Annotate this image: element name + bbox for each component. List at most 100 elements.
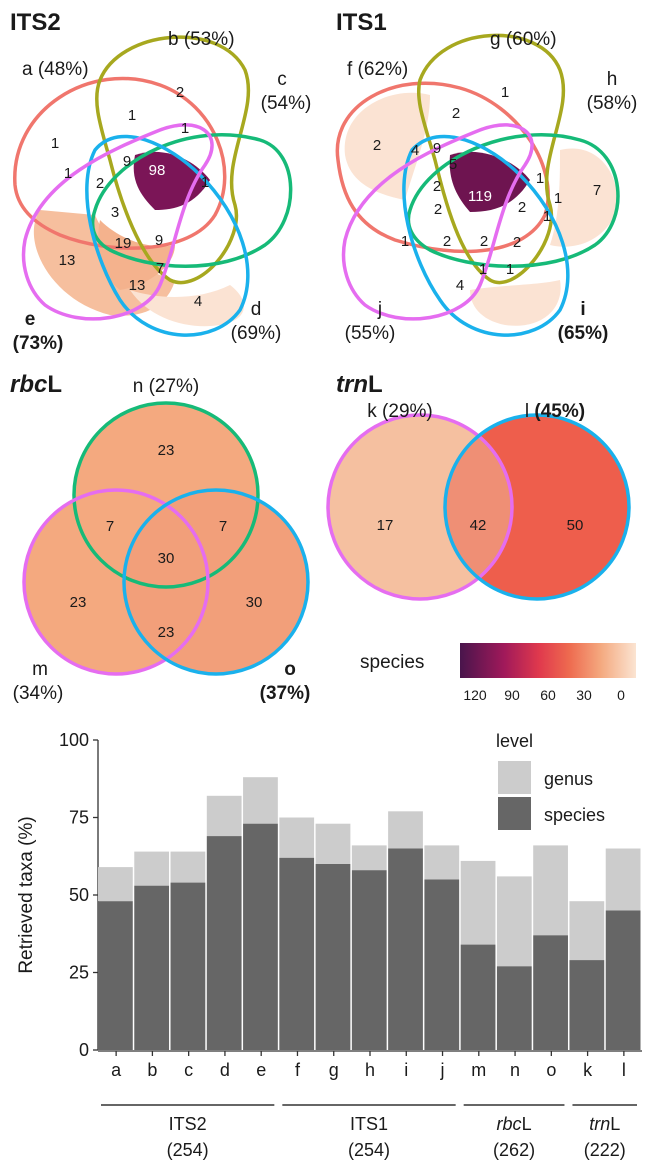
- its2-count: 2: [96, 175, 104, 192]
- species-color-scale: species 120 90 60 30 0: [360, 643, 636, 703]
- x-tick-label-o: o: [546, 1060, 556, 1080]
- its2-count: 13: [129, 277, 146, 294]
- trnl-fill-overlap: [444, 435, 513, 579]
- its1-region-counts: 1 2 2 7 4 9 5 119 1 2 2 2 1 1 2 2 2 1 1 …: [373, 84, 601, 294]
- its2-count: 9: [123, 153, 131, 170]
- trnl-count: 42: [470, 517, 487, 534]
- x-tick-label-h: h: [365, 1060, 375, 1080]
- bar-genus-f: [279, 817, 315, 858]
- rbcl-count: 30: [246, 594, 263, 611]
- x-tick-label-i: i: [404, 1060, 408, 1080]
- rbcl-count: 30: [158, 550, 175, 567]
- color-scale-title: species: [360, 652, 424, 673]
- its2-count: 9: [155, 232, 163, 249]
- its1-count: 2: [513, 234, 521, 251]
- bar-genus-j: [424, 845, 460, 880]
- its2-outline-b: [94, 35, 251, 285]
- color-scale-tick: 120: [463, 687, 487, 703]
- legend-swatch-genus: [498, 761, 531, 794]
- its1-count: 2: [443, 233, 451, 250]
- y-tick-label: 100: [59, 730, 89, 750]
- its1-region-f: [344, 92, 430, 200]
- venn-its2-title: ITS2: [10, 9, 61, 36]
- group-count: (262): [493, 1140, 535, 1160]
- bars: [98, 777, 641, 1050]
- rbcl-outline-o: [122, 488, 310, 676]
- its1-count-core: 119: [468, 188, 492, 205]
- group-labels: ITS2 (254) ITS1 (254) rbcL (262) trnL (222): [101, 1104, 637, 1160]
- its2-region-core: [133, 151, 210, 210]
- legend-swatch-species: [498, 797, 531, 830]
- its2-count-core: 98: [149, 162, 166, 179]
- its1-count: 1: [479, 261, 487, 278]
- y-tick-label: 0: [79, 1040, 89, 1060]
- its1-label-h: h (58%): [587, 69, 638, 114]
- bar-species-o: [533, 935, 568, 1050]
- bar-genus-o: [533, 845, 568, 936]
- rbcl-outline-n: [72, 401, 260, 589]
- its1-count: 1: [554, 190, 562, 207]
- its1-count: 2: [452, 105, 460, 122]
- trnl-outline-k: [326, 413, 514, 601]
- its1-label-i: i (65%): [558, 299, 609, 344]
- its2-count: 1: [64, 165, 72, 182]
- x-tick-label-b: b: [147, 1060, 157, 1080]
- venn-trnl-panel: trnL k (29%) l (45%) 17 42 50: [326, 371, 631, 601]
- bar-genus-m: [460, 860, 496, 945]
- bar-genus-l: [605, 848, 641, 911]
- x-tick-label-e: e: [256, 1060, 266, 1080]
- bar-species-k: [569, 960, 605, 1050]
- bar-species-e: [243, 823, 278, 1050]
- its2-count: 1: [201, 174, 209, 191]
- group-count: (222): [584, 1140, 626, 1160]
- legend-label-genus: genus: [544, 769, 593, 789]
- bar-species-b: [134, 885, 170, 1050]
- bar-species-d: [206, 836, 242, 1050]
- color-scale-tick: 30: [576, 687, 592, 703]
- bar-genus-c: [170, 851, 206, 883]
- its2-label-b: b (53%): [168, 29, 235, 50]
- legend-label-species: species: [544, 805, 605, 825]
- its1-count: 4: [411, 142, 419, 159]
- y-tick-label: 75: [69, 808, 89, 828]
- y-axis-title: Retrieved taxa (%): [16, 816, 37, 973]
- rbcl-label-n: n (27%): [133, 376, 200, 397]
- its1-label-f: f (62%): [347, 59, 408, 80]
- its2-outline-c: [90, 133, 293, 268]
- bar-genus-k: [569, 901, 605, 961]
- bar-genus-a: [98, 867, 133, 902]
- its2-count: 1: [128, 107, 136, 124]
- bar-genus-b: [134, 851, 170, 886]
- rbcl-fill-o: [124, 490, 308, 674]
- rbcl-label-o: o (37%): [260, 659, 311, 704]
- its1-count: 1: [401, 233, 409, 250]
- its1-outline-g: [416, 33, 566, 285]
- its1-outline-f: [335, 81, 550, 254]
- bar-genus-e: [243, 777, 278, 824]
- its2-count: 4: [194, 293, 202, 310]
- x-tick-label-a: a: [111, 1060, 122, 1080]
- its2-count: 3: [111, 204, 119, 221]
- venn-trnl-title: trnL: [336, 371, 383, 398]
- x-tick-label-d: d: [220, 1060, 230, 1080]
- group-name: rbcL: [497, 1114, 532, 1134]
- bar-species-j: [424, 879, 460, 1050]
- its2-label-c: c (54%): [261, 69, 312, 114]
- its1-count: 1: [536, 170, 544, 187]
- its2-region-counts: 2 1 1 1 1 9 2 98 1 3 19 9 13 13 7 4: [51, 84, 209, 310]
- bar-species-l: [605, 910, 641, 1050]
- its1-outline-j: [341, 123, 534, 321]
- legend-title: level: [496, 731, 533, 751]
- its2-outline-a: [13, 76, 227, 250]
- trnl-count: 50: [567, 517, 584, 534]
- bar-genus-i: [388, 811, 423, 849]
- its1-outline-h: [406, 133, 620, 268]
- its1-count: 9: [433, 140, 441, 157]
- its2-label-d: d (69%): [231, 299, 282, 344]
- bar-species-g: [315, 864, 351, 1050]
- its2-count: 13: [59, 252, 76, 269]
- its1-count: 2: [480, 233, 488, 250]
- its2-outline-d: [85, 134, 250, 337]
- bar-genus-d: [206, 795, 242, 837]
- bar-species-i: [388, 848, 423, 1050]
